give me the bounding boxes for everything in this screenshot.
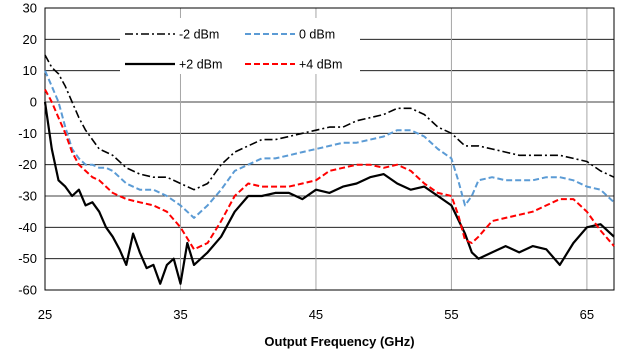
series-line-4 (44, 89, 615, 251)
y-tick-label: -10 (18, 126, 37, 141)
y-tick-label: -30 (18, 189, 37, 204)
x-axis-title: Output Frequency (GHz) (264, 334, 414, 349)
x-tick-label: 55 (444, 307, 458, 322)
series-line-1 (44, 54, 615, 191)
series-layer (43, 54, 615, 285)
legend-label: +4 dBm (299, 58, 342, 72)
y-tick-label: 0 (30, 95, 37, 110)
y-tick-label: -60 (18, 283, 37, 298)
y-tick-label: -20 (18, 157, 37, 172)
y-tick-label: 20 (23, 32, 37, 47)
series-line-3 (43, 101, 615, 285)
y-tick-label: -50 (18, 251, 37, 266)
x-tick-label: 25 (38, 307, 52, 322)
y-axis-tick-labels: 30 20 10 0 -10 -20 -30 -40 -50 -60 (18, 1, 37, 298)
plot-area-frame (44, 7, 615, 291)
y-tick-label: 30 (23, 1, 37, 16)
x-tick-label: 45 (309, 307, 323, 322)
y-tick-label: 10 (23, 63, 37, 78)
legend: -2 dBm 0 dBm +2 dBm +4 dBm (120, 18, 360, 74)
legend-label: 0 dBm (299, 28, 335, 42)
legend-label: +2 dBm (179, 58, 222, 72)
legend-label: -2 dBm (179, 28, 219, 42)
series-line-2 (44, 70, 615, 219)
x-axis-tick-labels: 25 35 45 55 65 (38, 307, 594, 322)
x-tick-label: 35 (173, 307, 187, 322)
y-tick-label: -40 (18, 220, 37, 235)
x-tick-label: 65 (580, 307, 594, 322)
